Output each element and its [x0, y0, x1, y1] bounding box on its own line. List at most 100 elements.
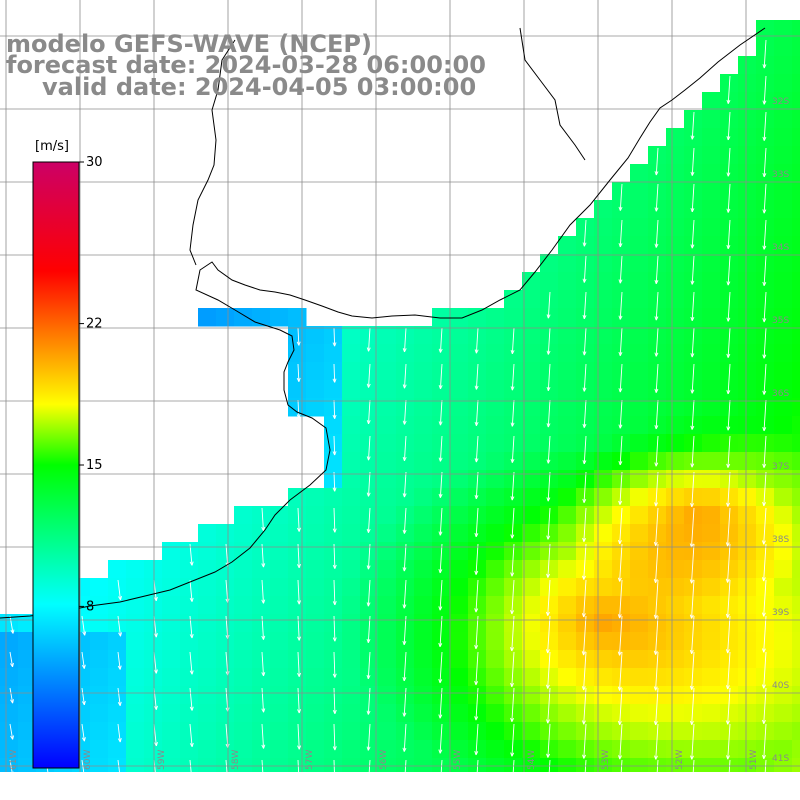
wind-cell [144, 722, 163, 741]
wind-cell [126, 686, 145, 705]
wind-cell [774, 614, 793, 633]
wind-cell [216, 542, 235, 561]
wind-cell [396, 452, 415, 471]
wind-cell [774, 506, 793, 525]
wind-arrow [546, 723, 551, 758]
wind-cell [666, 254, 685, 273]
wind-cell [774, 758, 793, 772]
wind-arrow [654, 183, 659, 212]
lat-label: 33S [772, 170, 789, 180]
border-line [189, 27, 586, 266]
wind-cell [216, 704, 235, 723]
wind-cell [630, 578, 649, 597]
wind-cell [558, 542, 577, 561]
wind-arrow [9, 759, 15, 772]
wind-cell [666, 488, 685, 507]
wind-cell [774, 560, 793, 579]
wind-cell [792, 146, 800, 165]
wind-cell [702, 722, 721, 741]
wind-arrow [581, 615, 587, 656]
wind-cell [684, 524, 703, 543]
wind-arrow [617, 543, 623, 582]
wind-cell [450, 344, 469, 363]
wind-arrow [81, 651, 86, 669]
wind-cell [342, 758, 361, 772]
wind-cell [792, 722, 800, 741]
wind-cell [522, 308, 541, 327]
wind-arrow [9, 723, 15, 740]
wind-cell [540, 596, 559, 615]
wind-cell [504, 596, 523, 615]
wind-cell [792, 290, 800, 309]
wind-cell [144, 686, 163, 705]
wind-arrow [368, 759, 371, 772]
wind-arrow [725, 579, 731, 618]
wind-arrow [653, 579, 659, 619]
wind-cell [756, 200, 775, 219]
wind-cell [216, 578, 235, 597]
wind-cell [198, 758, 217, 772]
wind-cell [612, 596, 631, 615]
wind-cell [450, 650, 469, 669]
wind-cell [612, 704, 631, 723]
wind-cell [666, 704, 685, 723]
wind-cell [702, 326, 721, 345]
wind-cell [486, 398, 505, 417]
wind-cell [342, 326, 361, 345]
wind-cell [342, 668, 361, 687]
wind-cell [540, 704, 559, 723]
wind-arrow [117, 759, 120, 772]
wind-cell [234, 686, 253, 705]
wind-cell [252, 614, 271, 633]
wind-cell [576, 668, 595, 687]
wind-cell [342, 488, 361, 507]
wind-arrow [690, 723, 695, 760]
wind-cell [414, 506, 433, 525]
forecast-date: forecast date: 2024-03-28 06:00:00 [6, 51, 486, 79]
wind-cell [756, 272, 775, 291]
wind-cell [144, 560, 163, 579]
wind-arrow [617, 651, 623, 691]
wind-cell [360, 416, 379, 435]
wind-cell [342, 704, 361, 723]
wind-arrow [402, 471, 407, 498]
wind-arrow [117, 579, 122, 601]
wind-cell [450, 560, 469, 579]
wind-cell [558, 236, 577, 255]
valid-date: valid date: 2024-04-05 03:00:00 [42, 73, 477, 101]
wind-cell [594, 272, 613, 291]
wind-cell [234, 578, 253, 597]
wind-arrow [366, 435, 371, 461]
wind-cell [396, 632, 415, 651]
wind-cell [108, 596, 127, 615]
wind-arrow [476, 759, 479, 772]
wind-arrow [582, 255, 587, 283]
wind-cell [126, 668, 145, 687]
wind-arrow [402, 651, 407, 682]
wind-cell [558, 668, 577, 687]
wind-cell [666, 722, 685, 741]
wind-cell [594, 326, 613, 345]
wind-arrow [81, 687, 86, 706]
wind-cell [378, 650, 397, 669]
wind-cell [216, 758, 235, 772]
wind-cell [738, 362, 757, 381]
wind-arrow [582, 471, 587, 503]
wind-cell [702, 434, 721, 453]
wind-arrow [617, 507, 623, 545]
wind-cell [144, 740, 163, 759]
wind-arrow [9, 651, 14, 668]
wind-cell [486, 470, 505, 489]
wind-cell [630, 200, 649, 219]
wind-cell [684, 272, 703, 291]
wind-cell [576, 632, 595, 651]
wind-cell [792, 560, 800, 579]
wind-arrow [189, 651, 194, 675]
wind-cell [486, 740, 505, 759]
wind-arrow [117, 651, 122, 670]
wind-arrow [225, 759, 228, 772]
wind-cell [486, 758, 505, 772]
wind-cell [720, 704, 739, 723]
wind-cell [162, 758, 181, 772]
wind-cell [324, 434, 343, 453]
